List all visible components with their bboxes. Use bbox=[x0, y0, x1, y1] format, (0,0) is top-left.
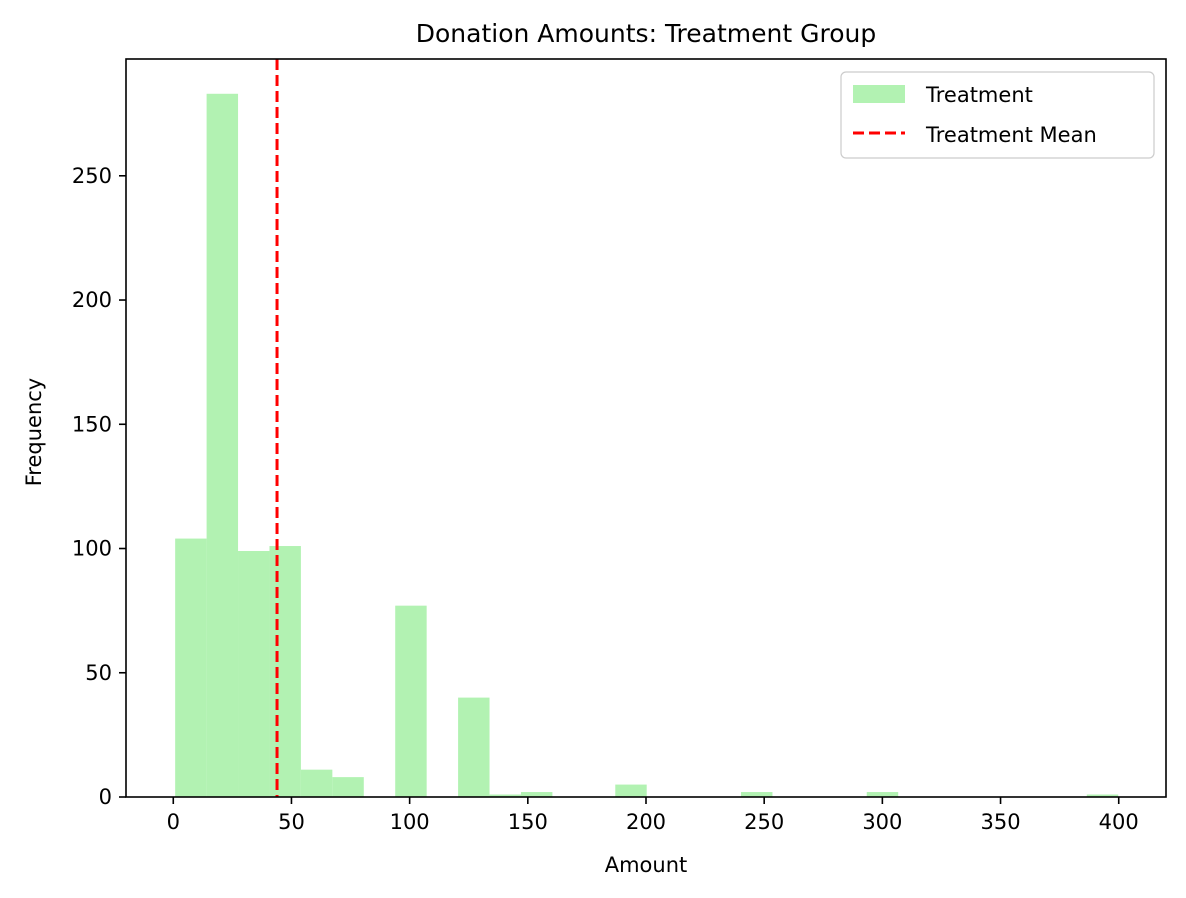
histogram-bar-10 bbox=[489, 794, 521, 797]
x-tick-label: 200 bbox=[626, 810, 666, 834]
histogram-bar-22 bbox=[866, 792, 899, 797]
y-tick-label: 150 bbox=[72, 412, 112, 436]
histogram-bar-7 bbox=[395, 605, 427, 797]
x-tick-label: 150 bbox=[508, 810, 548, 834]
histogram-bar-5 bbox=[332, 777, 364, 797]
histogram-bar-0 bbox=[175, 538, 207, 797]
x-tick-label: 350 bbox=[980, 810, 1020, 834]
y-tick-label: 200 bbox=[72, 288, 112, 312]
histogram-bar-18 bbox=[741, 792, 773, 797]
legend-box bbox=[840, 71, 1155, 159]
legend-label-treatment: Treatment bbox=[925, 83, 1033, 107]
y-axis: 0 50 100 150 200 250 bbox=[72, 164, 126, 809]
legend-swatch-treatment bbox=[853, 85, 905, 103]
bars-layer bbox=[175, 93, 1119, 797]
histogram-bar-3 bbox=[269, 546, 301, 797]
y-tick-label: 50 bbox=[85, 661, 112, 685]
histogram-bar-1 bbox=[206, 93, 239, 797]
y-axis-label: Frequency bbox=[22, 378, 46, 487]
x-tick-label: 50 bbox=[278, 810, 305, 834]
histogram-bar-14 bbox=[615, 784, 647, 797]
x-tick-label: 0 bbox=[167, 810, 180, 834]
legend-label-mean: Treatment Mean bbox=[925, 123, 1097, 147]
histogram-bar-9 bbox=[458, 697, 490, 797]
x-axis-label: Amount bbox=[605, 853, 688, 877]
x-tick-label: 300 bbox=[862, 810, 902, 834]
y-tick-label: 0 bbox=[99, 785, 112, 809]
histogram-bar-2 bbox=[238, 551, 270, 797]
y-tick-label: 100 bbox=[72, 537, 112, 561]
x-tick-label: 100 bbox=[390, 810, 430, 834]
histogram-bar-11 bbox=[520, 792, 553, 797]
x-tick-label: 250 bbox=[744, 810, 784, 834]
x-axis: 0 50 100 150 200 250 300 350 400 bbox=[167, 797, 1139, 834]
legend: Treatment Treatment Mean bbox=[840, 71, 1155, 159]
chart-title: Donation Amounts: Treatment Group bbox=[416, 19, 876, 48]
y-tick-label: 250 bbox=[72, 164, 112, 188]
histogram-bar-4 bbox=[300, 769, 333, 797]
x-tick-label: 400 bbox=[1099, 810, 1139, 834]
histogram-bar-29 bbox=[1086, 794, 1119, 797]
